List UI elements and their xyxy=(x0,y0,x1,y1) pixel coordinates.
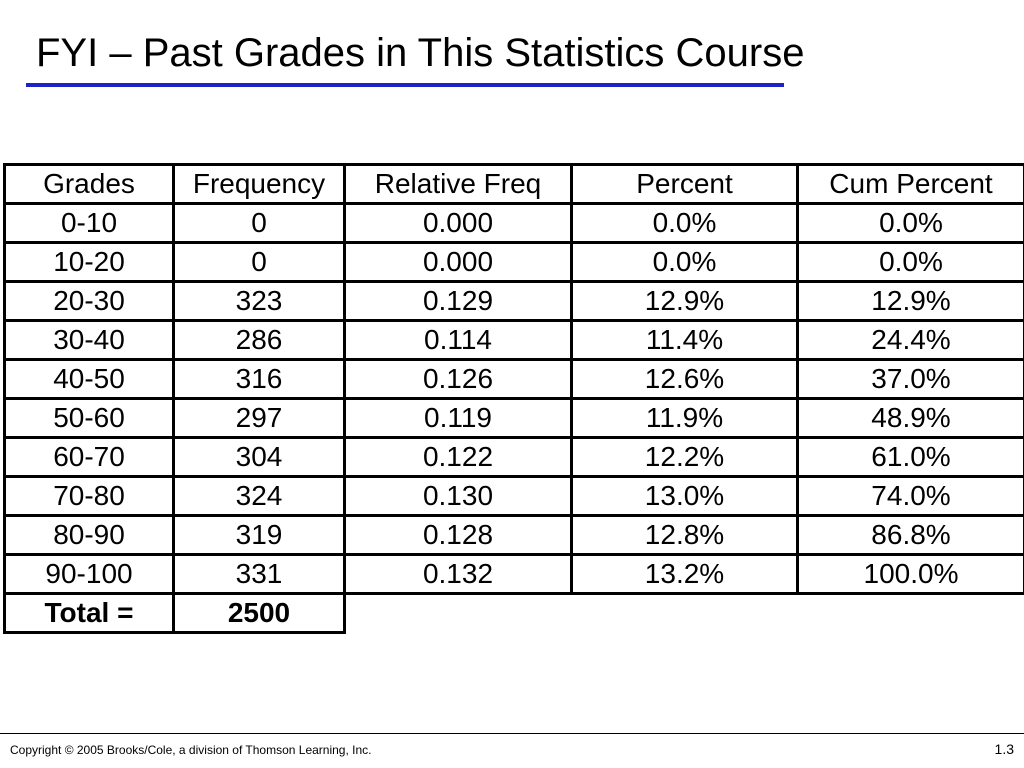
total-label: Total = xyxy=(3,592,175,634)
total-empty-cell xyxy=(572,594,798,633)
cell-percent: 11.4% xyxy=(570,319,799,361)
cell-cum-percent: 100.0% xyxy=(796,553,1024,595)
cell-grades: 30-40 xyxy=(3,319,175,361)
cell-grades: 60-70 xyxy=(3,436,175,478)
cell-relative-freq: 0.130 xyxy=(343,475,573,517)
cell-relative-freq: 0.129 xyxy=(343,280,573,322)
total-empty-cell xyxy=(798,594,1024,633)
total-value: 2500 xyxy=(172,592,346,634)
header-percent: Percent xyxy=(570,163,799,205)
cell-relative-freq: 0.119 xyxy=(343,397,573,439)
cell-frequency: 323 xyxy=(172,280,346,322)
cell-relative-freq: 0.000 xyxy=(343,202,573,244)
cell-frequency: 297 xyxy=(172,397,346,439)
cell-grades: 0-10 xyxy=(3,202,175,244)
cell-grades: 40-50 xyxy=(3,358,175,400)
cell-cum-percent: 61.0% xyxy=(796,436,1024,478)
table-row: 60-70 304 0.122 12.2% 61.0% xyxy=(3,436,1024,478)
cell-grades: 20-30 xyxy=(3,280,175,322)
header-grades: Grades xyxy=(3,163,175,205)
cell-frequency: 0 xyxy=(172,202,346,244)
slide-number: 1.3 xyxy=(994,741,1014,757)
cell-frequency: 319 xyxy=(172,514,346,556)
header-relative-freq: Relative Freq xyxy=(343,163,573,205)
cell-cum-percent: 48.9% xyxy=(796,397,1024,439)
table-row: 70-80 324 0.130 13.0% 74.0% xyxy=(3,475,1024,517)
cell-percent: 0.0% xyxy=(570,241,799,283)
cell-percent: 0.0% xyxy=(570,202,799,244)
cell-frequency: 286 xyxy=(172,319,346,361)
cell-frequency: 304 xyxy=(172,436,346,478)
table-row: 80-90 319 0.128 12.8% 86.8% xyxy=(3,514,1024,556)
cell-relative-freq: 0.128 xyxy=(343,514,573,556)
cell-frequency: 0 xyxy=(172,241,346,283)
table-row: 10-20 0 0.000 0.0% 0.0% xyxy=(3,241,1024,283)
grades-frequency-table: Grades Frequency Relative Freq Percent C… xyxy=(3,163,1024,634)
cell-relative-freq: 0.126 xyxy=(343,358,573,400)
cell-frequency: 324 xyxy=(172,475,346,517)
cell-percent: 12.9% xyxy=(570,280,799,322)
table-row: 50-60 297 0.119 11.9% 48.9% xyxy=(3,397,1024,439)
table-row: 40-50 316 0.126 12.6% 37.0% xyxy=(3,358,1024,400)
cell-percent: 13.2% xyxy=(570,553,799,595)
cell-cum-percent: 0.0% xyxy=(796,241,1024,283)
cell-grades: 70-80 xyxy=(3,475,175,517)
slide-title: FYI – Past Grades in This Statistics Cou… xyxy=(36,31,805,75)
cell-percent: 11.9% xyxy=(570,397,799,439)
cell-cum-percent: 74.0% xyxy=(796,475,1024,517)
cell-cum-percent: 0.0% xyxy=(796,202,1024,244)
cell-relative-freq: 0.122 xyxy=(343,436,573,478)
total-empty-cell xyxy=(345,594,572,633)
cell-grades: 90-100 xyxy=(3,553,175,595)
cell-grades: 80-90 xyxy=(3,514,175,556)
cell-cum-percent: 24.4% xyxy=(796,319,1024,361)
footer-divider xyxy=(0,733,1024,734)
table-row: 20-30 323 0.129 12.9% 12.9% xyxy=(3,280,1024,322)
cell-grades: 10-20 xyxy=(3,241,175,283)
title-underline xyxy=(26,83,784,87)
cell-percent: 13.0% xyxy=(570,475,799,517)
copyright-notice: Copyright © 2005 Brooks/Cole, a division… xyxy=(10,743,372,757)
header-cum-percent: Cum Percent xyxy=(796,163,1024,205)
cell-cum-percent: 37.0% xyxy=(796,358,1024,400)
cell-cum-percent: 86.8% xyxy=(796,514,1024,556)
cell-frequency: 316 xyxy=(172,358,346,400)
cell-percent: 12.2% xyxy=(570,436,799,478)
cell-percent: 12.8% xyxy=(570,514,799,556)
cell-cum-percent: 12.9% xyxy=(796,280,1024,322)
cell-percent: 12.6% xyxy=(570,358,799,400)
table-row: 30-40 286 0.114 11.4% 24.4% xyxy=(3,319,1024,361)
table-total-row: Total = 2500 xyxy=(3,592,1024,634)
cell-grades: 50-60 xyxy=(3,397,175,439)
cell-relative-freq: 0.000 xyxy=(343,241,573,283)
cell-relative-freq: 0.114 xyxy=(343,319,573,361)
table-body: 0-10 0 0.000 0.0% 0.0% 10-20 0 0.000 0.0% 0.0% 20-… xyxy=(3,202,1024,595)
table-row: 0-10 0 0.000 0.0% 0.0% xyxy=(3,202,1024,244)
table-row: 90-100 331 0.132 13.2% 100.0% xyxy=(3,553,1024,595)
table-header-row: Grades Frequency Relative Freq Percent C… xyxy=(3,163,1024,205)
header-frequency: Frequency xyxy=(172,163,346,205)
cell-relative-freq: 0.132 xyxy=(343,553,573,595)
cell-frequency: 331 xyxy=(172,553,346,595)
